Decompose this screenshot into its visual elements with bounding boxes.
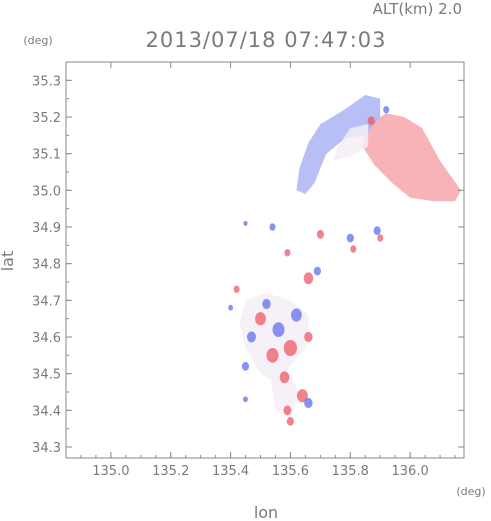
echo-cell-0 <box>255 312 266 326</box>
x-tick-label: 135.8 <box>332 464 369 479</box>
y-tick-label: 35.0 <box>32 184 61 199</box>
echo-region-northwest-blue <box>296 95 381 194</box>
altitude-label: ALT(km) 2.0 <box>373 0 462 18</box>
y-tick-label: 35.1 <box>32 148 61 163</box>
x-unit-label: (deg) <box>456 485 485 498</box>
chart-title: 2013/07/18 07:47:03 <box>145 28 386 52</box>
echo-cell-17 <box>346 233 354 243</box>
echo-cell-20 <box>377 234 384 242</box>
echo-cell-22 <box>284 249 291 257</box>
echo-cell-2 <box>283 339 297 357</box>
data-layer <box>228 95 461 426</box>
echo-region-osaka-south <box>269 373 300 418</box>
echo-cell-7 <box>304 331 313 343</box>
x-tick-label: 135.2 <box>152 464 189 479</box>
tick-layer: 135.0 135.2 135.4 135.6 135.8 136.0 34.3 34.4 34… <box>32 61 464 479</box>
echo-cell-25 <box>383 106 390 114</box>
y-tick-label: 34.4 <box>32 404 61 419</box>
echo-cell-21 <box>269 223 276 231</box>
y-tick-label: 34.6 <box>32 331 61 346</box>
y-tick-label: 35.3 <box>32 74 61 89</box>
echo-region-northeast-red <box>362 113 461 202</box>
echo-cell-18 <box>350 245 357 253</box>
x-tick-label: 135.4 <box>212 464 249 479</box>
y-tick-label: 34.3 <box>32 441 61 456</box>
echo-cell-27 <box>228 304 234 311</box>
echo-cell-15 <box>313 266 321 276</box>
echo-cell-16 <box>316 229 324 239</box>
echo-cell-12 <box>286 416 294 426</box>
y-axis-label: lat <box>0 251 17 272</box>
y-unit-label: (deg) <box>23 34 52 47</box>
x-axis-label: lon <box>254 503 278 521</box>
echo-cell-9 <box>241 361 250 371</box>
echo-cell-23 <box>243 220 248 226</box>
echo-cell-14 <box>303 272 314 285</box>
x-tick-label: 136.0 <box>392 464 429 479</box>
y-tick-label: 34.7 <box>32 294 61 309</box>
y-tick-label: 34.8 <box>32 258 61 273</box>
echo-cell-1 <box>272 322 285 338</box>
echo-cell-19 <box>373 226 381 236</box>
echo-cell-26 <box>233 285 240 293</box>
plot-frame <box>65 61 465 459</box>
echo-cell-24 <box>367 116 375 126</box>
echo-cell-8 <box>262 298 271 310</box>
echo-cell-3 <box>247 331 256 343</box>
echo-region-northwest-light <box>332 124 369 161</box>
echo-cell-28 <box>243 396 248 403</box>
x-tick-label: 135.0 <box>92 464 129 479</box>
echo-cell-5 <box>266 348 279 363</box>
y-tick-label: 35.2 <box>32 111 61 126</box>
echo-cell-11 <box>283 405 292 416</box>
echo-cell-10 <box>297 389 308 403</box>
x-tick-label: 135.6 <box>272 464 309 479</box>
echo-cell-6 <box>279 371 290 384</box>
echo-cell-13 <box>304 397 313 409</box>
y-tick-label: 34.5 <box>32 368 61 383</box>
echo-cell-4 <box>291 308 302 322</box>
y-tick-label: 34.9 <box>32 221 61 236</box>
